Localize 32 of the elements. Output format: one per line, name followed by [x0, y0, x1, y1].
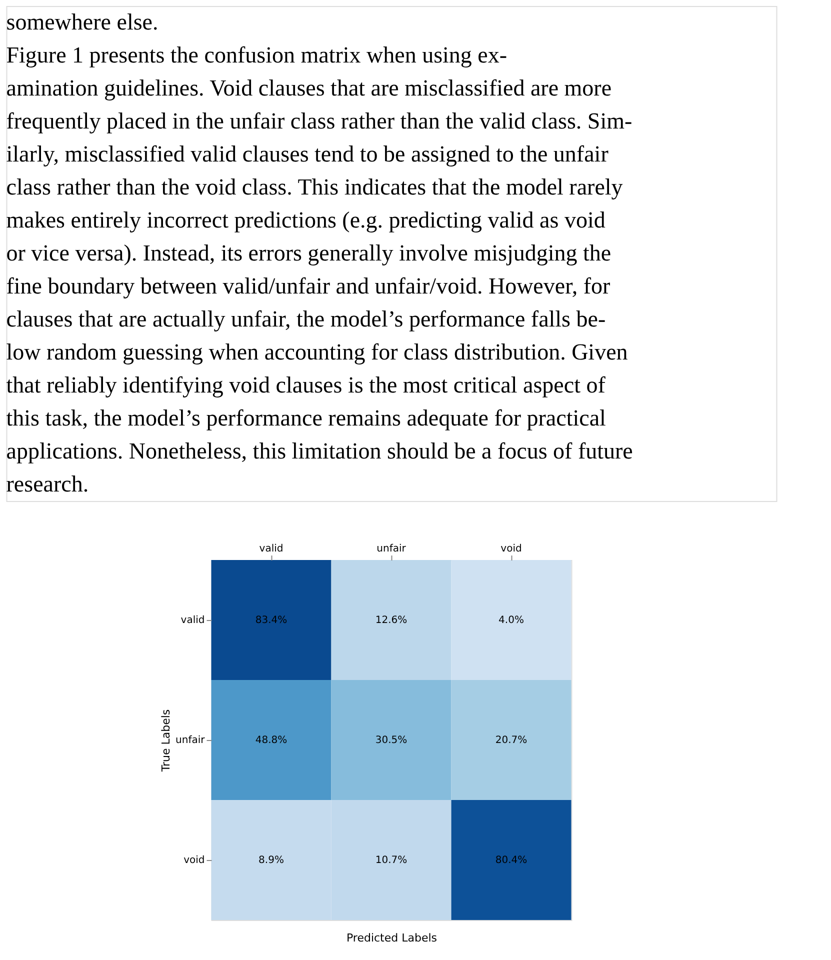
data-label: 80.4%: [495, 855, 528, 866]
text: applications. Nonetheless, this limitation should be a focus of future: [6, 438, 633, 464]
text: clauses that are actually unfair, the model’s performance falls be-: [6, 306, 606, 332]
text: frequently placed in the unfair class rather than the valid class. Sim-: [6, 108, 632, 134]
data-label: 12.6%: [375, 615, 408, 626]
data-label: 30.5%: [375, 735, 408, 746]
text: makes entirely incorrect predictions (e.g. predicting valid as void: [6, 208, 606, 232]
y-axis-title: True Labels: [160, 709, 173, 773]
y-tick-label: valid: [180, 615, 205, 626]
data-label: 20.7%: [495, 735, 528, 746]
x-axis-title: Predicted Labels: [346, 932, 438, 944]
text: research.: [6, 472, 89, 496]
text: this task, the model’s performance remains adequate for practical: [6, 406, 606, 430]
x-tick-label: void: [500, 544, 522, 554]
caption: Figure 1 presents the confusion matrix when using ex-: [6, 42, 508, 68]
text: class rather than the void class. This indicates that the model rarely: [6, 174, 624, 200]
data-label: 10.7%: [375, 855, 408, 866]
data-label: 8.9%: [258, 855, 284, 866]
x-tick-label: unfair: [376, 544, 407, 554]
text: fine boundary between valid/unfair and unfair/void. However, for: [6, 274, 610, 298]
y-tick-label: unfair: [176, 735, 206, 746]
text: somewhere else.: [6, 10, 158, 34]
x-tick-label: valid: [259, 544, 284, 554]
text: that reliably identifying void clauses is the most critical aspect of: [6, 372, 606, 398]
text: ilarly, misclassified valid clauses tend to be assigned to the unfair: [6, 142, 609, 166]
data-label: 83.4%: [255, 615, 288, 626]
text: amination guidelines. Void clauses that are misclassified are more: [6, 76, 612, 100]
text: low random guessing when accounting for class distribution. Given: [6, 340, 628, 364]
data-label: 48.8%: [255, 735, 288, 746]
text: or vice versa). Instead, its errors generally involve misjudging the: [6, 240, 612, 266]
y-tick-label: void: [184, 855, 205, 866]
data-label: 4.0%: [498, 615, 524, 626]
